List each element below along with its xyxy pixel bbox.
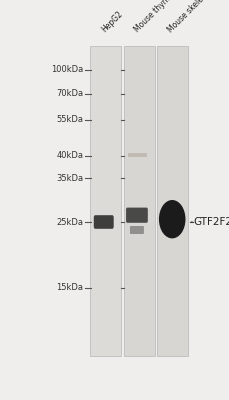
- Text: 55kDa: 55kDa: [57, 116, 84, 124]
- FancyBboxPatch shape: [130, 226, 144, 234]
- Text: 25kDa: 25kDa: [57, 218, 84, 226]
- Text: Mouse thymus: Mouse thymus: [133, 0, 179, 34]
- FancyBboxPatch shape: [94, 215, 114, 229]
- Text: GTF2F2: GTF2F2: [193, 217, 229, 227]
- Text: 100kDa: 100kDa: [51, 66, 84, 74]
- Text: HepG2: HepG2: [100, 9, 124, 34]
- Bar: [124, 46, 155, 356]
- Bar: [90, 46, 121, 356]
- Bar: [128, 153, 147, 157]
- Text: 35kDa: 35kDa: [57, 174, 84, 182]
- Bar: [157, 46, 188, 356]
- Text: Mouse skeletal muscle: Mouse skeletal muscle: [166, 0, 229, 34]
- FancyBboxPatch shape: [126, 208, 148, 223]
- Text: 15kDa: 15kDa: [57, 284, 84, 292]
- Text: 40kDa: 40kDa: [57, 152, 84, 160]
- Ellipse shape: [159, 200, 185, 238]
- Text: 70kDa: 70kDa: [57, 90, 84, 98]
